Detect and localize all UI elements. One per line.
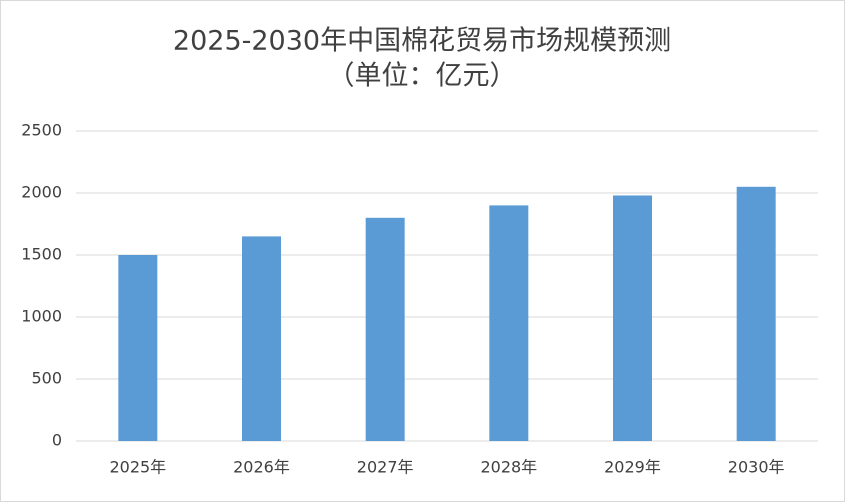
y-tick-label: 1000: [21, 307, 62, 326]
y-tick-label: 1500: [21, 245, 62, 264]
chart-subtitle: （单位：亿元）: [328, 61, 517, 92]
bar: [613, 195, 652, 441]
x-tick-label: 2026年: [233, 458, 290, 477]
y-tick-label: 2500: [21, 121, 62, 140]
x-tick-label: 2028年: [480, 458, 537, 477]
bar: [736, 186, 776, 441]
bar: [365, 217, 405, 441]
bar: [242, 236, 281, 441]
y-tick-label: 500: [31, 369, 62, 388]
x-tick-label: 2029年: [604, 458, 661, 477]
y-tick-label: 0: [52, 431, 62, 450]
x-tick-label: 2030年: [728, 458, 785, 477]
y-tick-label: 2000: [21, 183, 62, 202]
x-tick-label: 2025年: [109, 458, 166, 477]
chart-title: 2025-2030年中国棉花贸易市场规模预测: [173, 26, 671, 57]
x-tick-label: 2027年: [357, 458, 414, 477]
bar: [118, 255, 158, 441]
bar: [489, 205, 529, 441]
